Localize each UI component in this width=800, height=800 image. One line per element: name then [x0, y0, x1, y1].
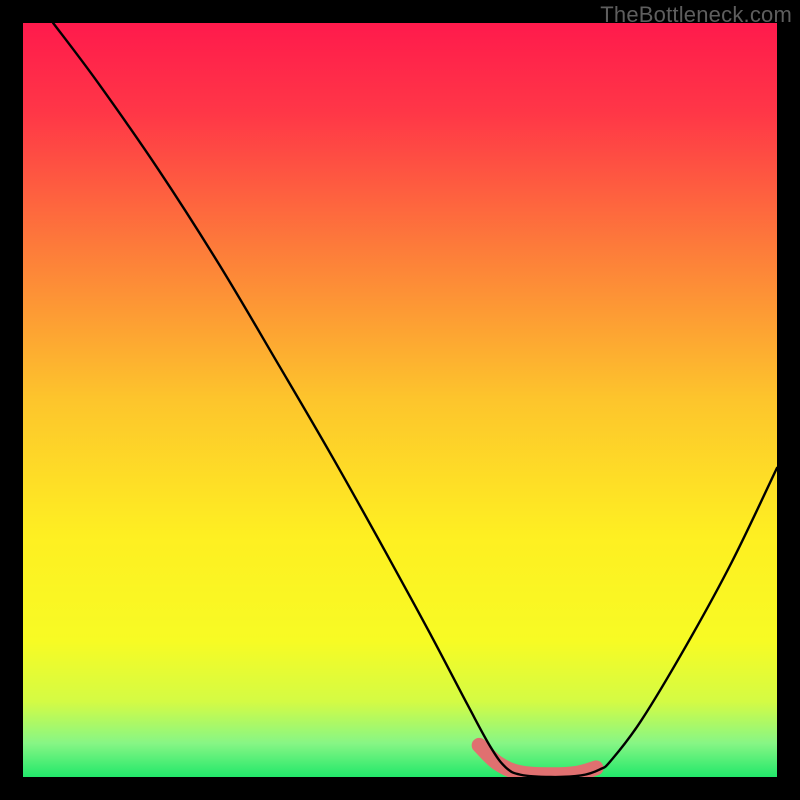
- highlight-segment: [479, 745, 596, 774]
- chart-container: TheBottleneck.com: [0, 0, 800, 800]
- bottleneck-curve: [53, 23, 777, 777]
- curve-layer: [23, 23, 777, 777]
- watermark-text: TheBottleneck.com: [600, 2, 792, 28]
- plot-area: [23, 23, 777, 777]
